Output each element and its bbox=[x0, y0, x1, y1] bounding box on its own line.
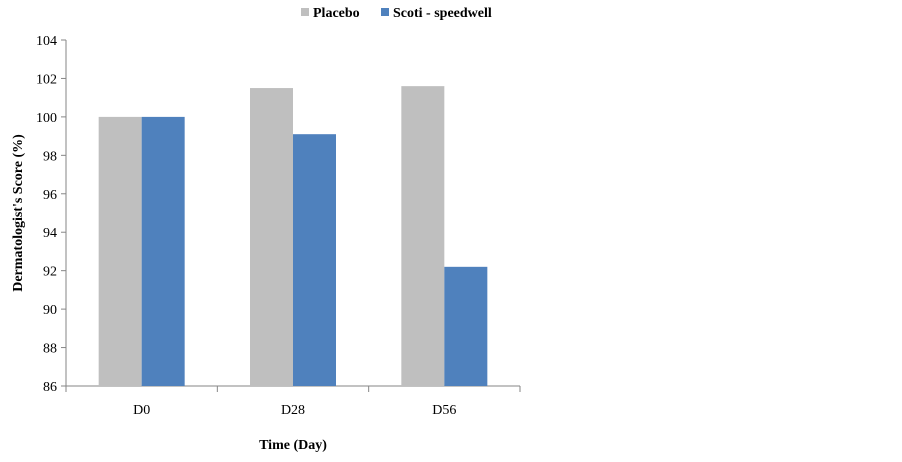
bar-scoti-speedwell-D56 bbox=[444, 266, 488, 386]
y-tick-label: 90 bbox=[43, 303, 57, 318]
legend-label: Scoti - speedwell bbox=[393, 6, 492, 21]
bar-scoti-speedwell-D28 bbox=[293, 134, 336, 386]
x-tick-label: D56 bbox=[432, 403, 456, 418]
x-tick-label: D28 bbox=[281, 403, 305, 418]
legend-swatch bbox=[381, 8, 389, 16]
y-tick-label: 96 bbox=[43, 188, 57, 203]
y-tick-label: 88 bbox=[43, 342, 57, 357]
y-tick-label: 94 bbox=[43, 226, 57, 241]
y-tick-label: 104 bbox=[36, 34, 57, 49]
legend-swatch bbox=[301, 8, 309, 16]
bar-placebo-D56 bbox=[401, 86, 445, 386]
y-tick-label: 92 bbox=[43, 265, 57, 280]
x-tick-label: D0 bbox=[133, 403, 150, 418]
x-axis-label: Time (Day) bbox=[259, 438, 327, 453]
y-tick-label: 98 bbox=[43, 149, 57, 164]
y-axis-label: Dermatologist's Score (%) bbox=[11, 134, 26, 292]
bar-scoti-speedwell-D0 bbox=[141, 116, 185, 386]
legend-label: Placebo bbox=[313, 6, 360, 21]
bar-placebo-D28 bbox=[250, 88, 293, 387]
y-tick-label: 100 bbox=[36, 111, 57, 126]
y-tick-label: 86 bbox=[43, 380, 57, 395]
y-tick-label: 102 bbox=[36, 72, 57, 87]
bar-placebo-D0 bbox=[98, 116, 142, 386]
